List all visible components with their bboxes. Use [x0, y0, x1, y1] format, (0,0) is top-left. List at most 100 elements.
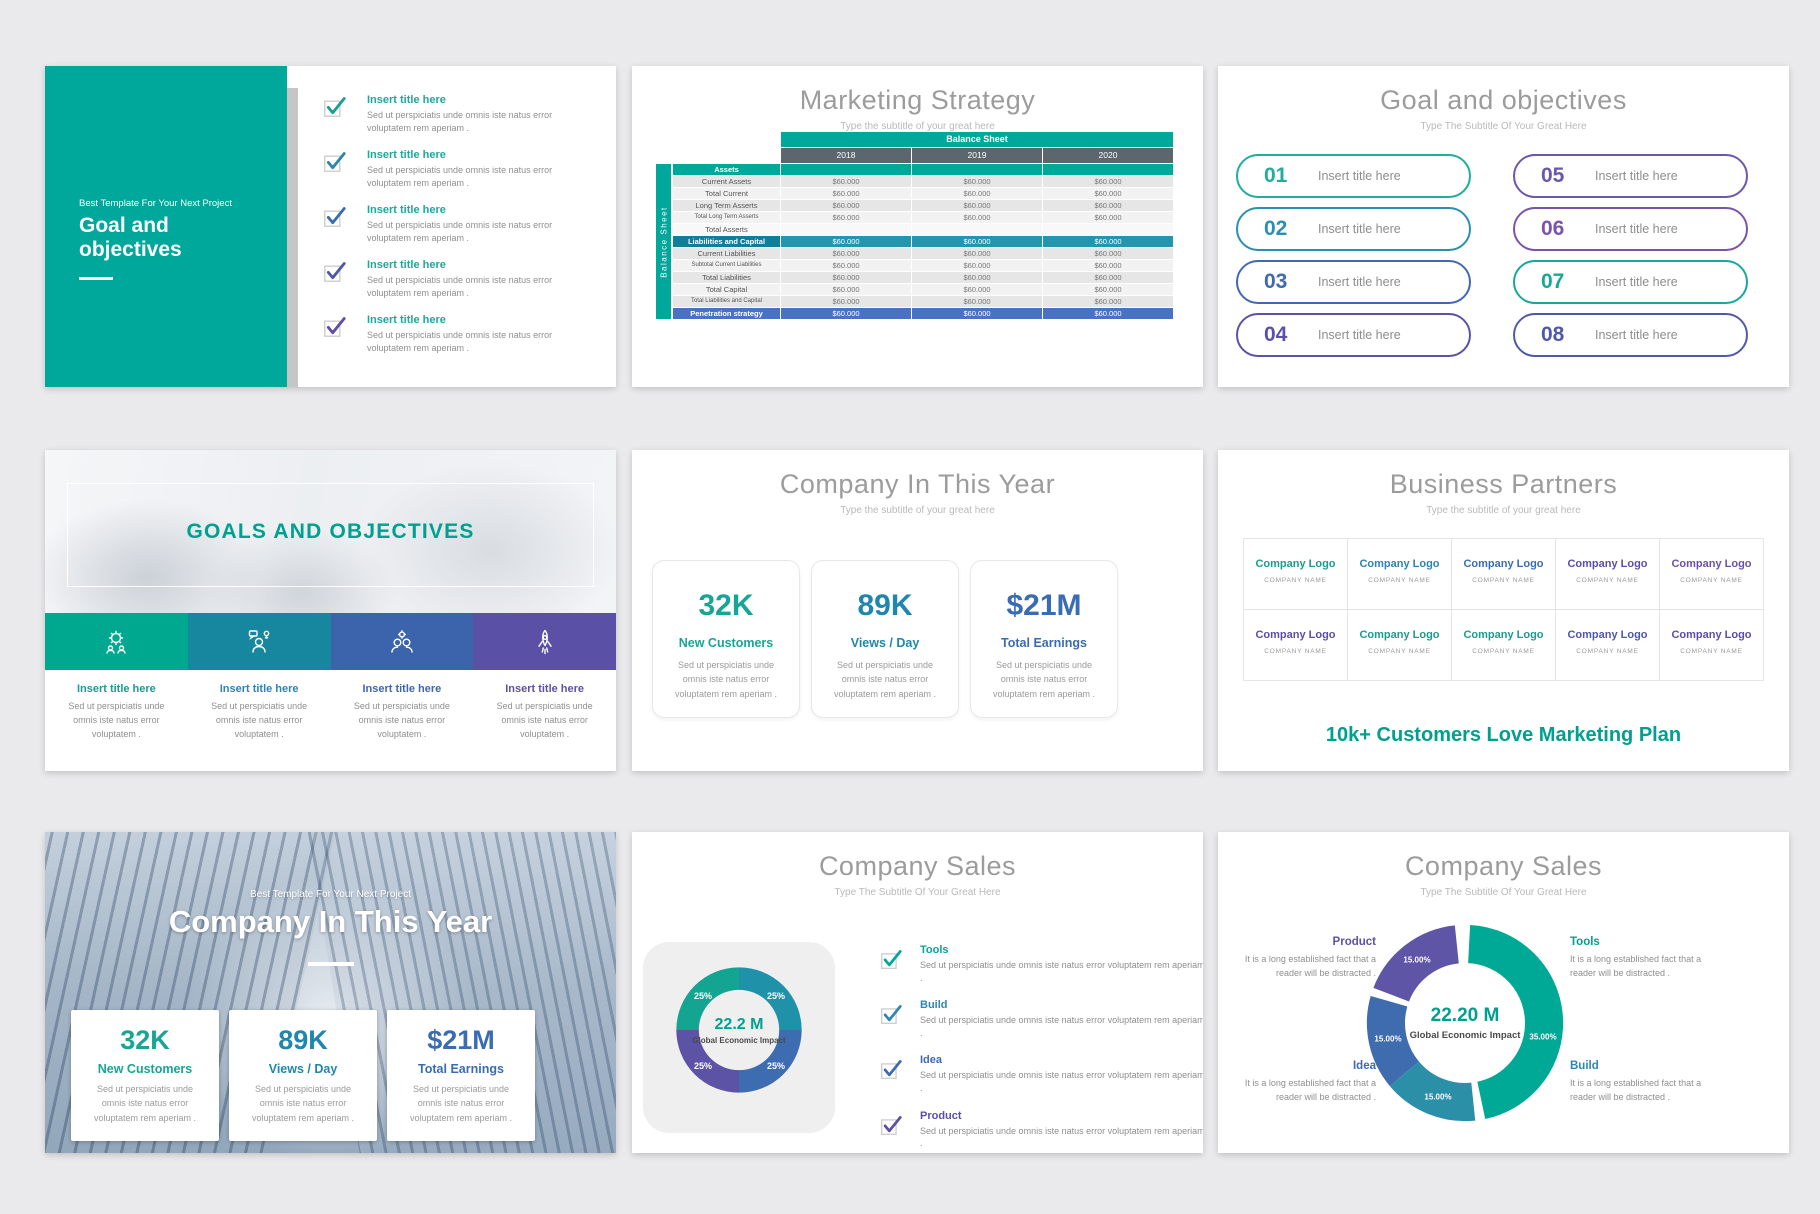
slide-company-in-this-year-photo[interactable]: Best Template For Your Next Project Comp… [45, 832, 616, 1153]
kicker-text: Best Template For Your Next Project [249, 889, 411, 900]
slide-title: Goal and objectives [1380, 85, 1627, 115]
company-logo: Company Logo [1671, 629, 1752, 641]
pill-item: 04 Insert title here [1236, 313, 1471, 357]
company-name: COMPANY NAME [1264, 648, 1327, 655]
pill-label: Insert title here [1318, 328, 1401, 342]
rocket-icon [537, 629, 552, 654]
stat-label: Views / Day [850, 636, 920, 650]
item-body: Sed ut perspiciatis unde omnis iste natu… [920, 1125, 1203, 1149]
stat-card: 89K Views / Day Sed ut perspiciatis unde… [811, 560, 959, 718]
table-group-header-row: Balance Sheet [656, 132, 1176, 147]
stat-body: Sed ut perspiciatis unde omnis iste natu… [93, 1084, 197, 1123]
caption-item: Insert title here Sed ut perspiciatis un… [45, 683, 188, 742]
callout-body: It is a long established fact that a rea… [1570, 1078, 1702, 1102]
slide-subtitle: Type the subtitle of your great here [840, 505, 995, 516]
cell: $60.000 [912, 176, 1042, 187]
stat-value: $21M [1006, 589, 1082, 622]
list-item: Product Sed ut perspiciatis unde omnis i… [880, 1110, 1203, 1150]
company-logo: Company Logo [1463, 558, 1544, 570]
cell: $60.000 [781, 248, 911, 259]
stat-value: 32K [698, 589, 754, 622]
item-title: Idea [920, 1054, 943, 1067]
item-body: Sed ut perspiciatis unde omnis iste natu… [68, 701, 165, 739]
band-block [45, 613, 188, 670]
pill-number: 08 [1541, 323, 1565, 346]
item-body: Sed ut perspiciatis unde omnis iste natu… [367, 165, 553, 189]
pill-label: Insert title here [1595, 169, 1678, 183]
table-row: Total Long Term Asserts $60.000 $60.000 … [656, 212, 1176, 223]
slide-goals-and-objectives-photo[interactable]: GOALS AND OBJECTIVES [45, 450, 616, 771]
checkbox-icon [324, 207, 346, 227]
slide-marketing-strategy[interactable]: Marketing Strategy Type the subtitle of … [632, 66, 1203, 387]
year-header: 2019 [912, 148, 1042, 163]
row-label: Total Asserts [673, 224, 780, 235]
slide-goal-and-objectives-numbers[interactable]: Goal and objectives Type The Subtitle Of… [1218, 66, 1789, 387]
cell: $60.000 [1043, 284, 1173, 295]
slide-goal-and-objectives-cover[interactable]: Best Template For Your Next Project Goal… [45, 66, 616, 387]
slide-subtitle: Type the subtitle of your great here [840, 121, 995, 132]
item-title: Insert title here [362, 683, 442, 695]
cell: $60.000 [1043, 236, 1173, 247]
kicker-text: Best Template For Your Next Project [79, 198, 232, 209]
slide-company-sales-donut-list[interactable]: Company Sales Type The Subtitle Of Your … [632, 832, 1203, 1153]
company-name: COMPANY NAME [1472, 577, 1535, 584]
slide-company-in-this-year-stats[interactable]: Company In This Year Type the subtitle o… [632, 450, 1203, 771]
row-label: Liabilities and Capital [673, 236, 780, 247]
cell: $60.000 [912, 212, 1042, 223]
cell: $60.000 [781, 188, 911, 199]
item-body: Sed ut perspiciatis unde omnis iste natu… [353, 701, 450, 739]
partners-footer-headline: 10k+ Customers Love Marketing Plan [1325, 724, 1682, 746]
cell: $60.000 [781, 296, 911, 307]
stat-label: Total Earnings [418, 1062, 504, 1076]
stat-value: 89K [857, 589, 913, 622]
item-title: Insert title here [505, 683, 585, 695]
logo-grid: Company Logo COMPANY NAME Company Logo COM… [1243, 538, 1764, 681]
row-label: Assets [673, 164, 780, 175]
company-name: COMPANY NAME [1576, 577, 1639, 584]
stat-card: $21M Total Earnings Sed ut perspiciatis … [970, 560, 1118, 718]
row-label: Current Liabilities [673, 248, 780, 259]
segment-label: 15.00% [1374, 1034, 1402, 1044]
caption-item: Insert title here Sed ut perspiciatis un… [188, 683, 331, 742]
band-block [473, 613, 616, 670]
donut-chart-area: 22.20 M Global Economic Impact 35.00% 15… [1345, 903, 1585, 1143]
row-label: Subtotal Current Liabilities [673, 260, 780, 271]
callout-product: Product It is a long established fact th… [1226, 936, 1376, 981]
pill-number: 04 [1264, 323, 1288, 346]
company-logo: Company Logo [1567, 558, 1648, 570]
caption-item: Insert title here Sed ut perspiciatis un… [331, 683, 474, 742]
table-row: Total Liabilities $60.000 $60.000 $60.00… [656, 272, 1176, 283]
segment-label: 15.00% [1403, 955, 1431, 965]
slide-business-partners[interactable]: Business Partners Type the subtitle of y… [1218, 450, 1789, 771]
strategy-gear-icon [106, 630, 127, 654]
table-row: Total Current $60.000 $60.000 $60.000 [656, 188, 1176, 199]
spacer [656, 132, 781, 147]
slide-subtitle: Type The Subtitle Of Your Great Here [1420, 887, 1587, 898]
pill-item: 06 Insert title here [1513, 207, 1748, 251]
callout-title: Idea [1352, 1060, 1376, 1072]
pill-number: 05 [1541, 164, 1565, 187]
cell: $60.000 [781, 176, 911, 187]
stat-label: Views / Day [268, 1062, 338, 1076]
year-header: 2018 [781, 148, 911, 163]
callout-title: Product [1332, 936, 1376, 948]
checkbox-icon [881, 950, 902, 969]
stat-card: 32K New Customers Sed ut perspiciatis un… [652, 560, 800, 718]
pill-number: 03 [1264, 270, 1288, 293]
stat-body: Sed ut perspiciatis unde omnis iste natu… [833, 660, 937, 699]
stat-body: Sed ut perspiciatis unde omnis iste natu… [992, 660, 1096, 699]
item-title: Insert title here [367, 204, 446, 216]
checkbox-icon [324, 97, 346, 117]
cell: $60.000 [912, 308, 1042, 319]
cell: $60.000 [781, 212, 911, 223]
donut-chart [1366, 924, 1564, 1122]
segment-label: 25% [766, 991, 786, 1001]
pill-number: 06 [1541, 217, 1565, 240]
slide-company-sales-donut-callouts[interactable]: Company Sales Type The Subtitle Of Your … [1218, 832, 1789, 1153]
cell: $60.000 [1043, 296, 1173, 307]
table-row: Subtotal Current Liabilities $60.000 $60… [656, 260, 1176, 271]
logo-cell: Company Logo COMPANY NAME [1660, 610, 1763, 680]
slide-title: Goal and objectives [79, 214, 182, 261]
logo-cell: Company Logo COMPANY NAME [1452, 610, 1555, 680]
